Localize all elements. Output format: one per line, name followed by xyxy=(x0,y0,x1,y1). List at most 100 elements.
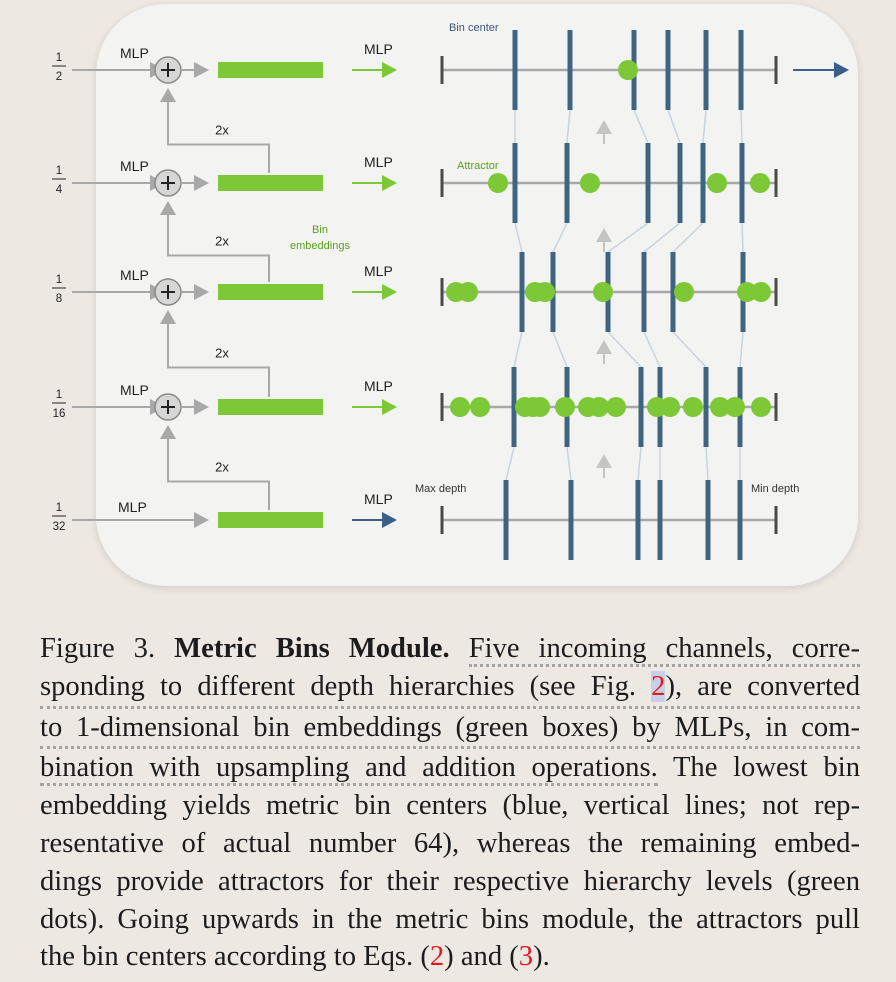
bin-shift-connector xyxy=(702,109,707,144)
caption-text-1: Five incoming channels, corre- xyxy=(468,633,861,667)
caption-text-9c: ). xyxy=(533,941,550,973)
sum-arrowhead xyxy=(194,284,209,300)
attractor-dot xyxy=(710,397,730,417)
bin-shift-connector xyxy=(637,446,642,481)
bin-embedding-box xyxy=(218,62,323,78)
mlp-arrowhead xyxy=(382,62,397,78)
caption-text-6: resentative of actual number 64), wherea… xyxy=(40,827,860,859)
upsample-arrowhead xyxy=(160,310,176,324)
upsample-connector xyxy=(167,322,270,397)
bin-shift-connector xyxy=(741,222,744,253)
attractor-dot xyxy=(488,173,508,193)
bin-shift-connector xyxy=(672,222,704,253)
bin-embeddings-label: embeddings xyxy=(290,240,350,252)
bin-shift-connector xyxy=(505,446,515,481)
mlp-label-left: MLP xyxy=(120,45,149,61)
caption-line-7: dings provide attractors for their respe… xyxy=(40,863,860,901)
bin-embedding-box xyxy=(218,512,323,528)
mlp-arrowhead xyxy=(382,175,397,191)
attractor-dot xyxy=(750,173,770,193)
bin-shift-connector xyxy=(566,109,571,144)
upsample-connector xyxy=(167,100,270,173)
max-depth-label: Max depth xyxy=(415,483,466,495)
mlp-arrowhead xyxy=(382,399,397,415)
attractor-dot xyxy=(450,397,470,417)
caption-text-7: dings provide attractors for their respe… xyxy=(40,865,860,897)
caption-title: Metric Bins Module. xyxy=(174,633,450,664)
attractor-dot xyxy=(707,173,727,193)
caption-text-2a: sponding to different depth hierarchies … xyxy=(40,670,637,702)
mlp-label-left: MLP xyxy=(120,382,149,398)
bin-shift-connector xyxy=(643,222,681,253)
mlp-label-right: MLP xyxy=(364,491,393,507)
sum-arrowhead xyxy=(194,62,209,78)
fraction-denominator: 4 xyxy=(56,184,63,196)
fraction-denominator: 16 xyxy=(53,408,66,420)
figure-caption: Figure 3. Metric Bins Module. Five incom… xyxy=(40,630,861,976)
fraction-numerator: 1 xyxy=(56,389,62,401)
caption-line-3: to 1-dimensional bin embeddings (green b… xyxy=(40,709,860,750)
mlp-label-left: MLP xyxy=(120,158,149,174)
attractor-dot xyxy=(580,173,600,193)
sum-arrowhead xyxy=(194,399,209,415)
mlp-label-right: MLP xyxy=(364,263,393,279)
caption-line-8: dots). Going upwards in the metric bins … xyxy=(40,901,860,939)
bin-shift-connector xyxy=(643,331,661,368)
bin-shift-connector xyxy=(513,331,523,368)
metric-bins-diagram: 1 2 MLP MLP 2x 1 4 MLP MLP 2x 1 8 MLP MLP 2x 1 16 MLP MLP 2… xyxy=(52,22,849,560)
caption-text-9a: the bin centers according to Eqs. ( xyxy=(40,941,430,973)
fraction-denominator: 8 xyxy=(56,293,62,305)
attractor-dot xyxy=(674,282,694,302)
mlp-label-right: MLP xyxy=(364,378,393,394)
upsample-connector xyxy=(167,213,270,282)
attractor-label: Attractor xyxy=(457,160,499,172)
mlp-label-right: MLP xyxy=(364,154,393,170)
bin-embedding-box xyxy=(218,399,323,415)
caption-line-2: sponding to different depth hierarchies … xyxy=(40,668,860,709)
upsample-label: 2x xyxy=(215,234,229,249)
upsample-label: 2x xyxy=(215,460,229,475)
caption-line-6: resentative of actual number 64), wherea… xyxy=(40,825,860,863)
bin-shift-connector xyxy=(566,446,572,481)
mlp-label-left: MLP xyxy=(120,267,149,283)
bin-shift-connector xyxy=(667,109,681,144)
bin-shift-connector xyxy=(552,331,568,368)
caption-label: Figure 3. xyxy=(40,633,156,664)
fraction-numerator: 1 xyxy=(56,502,62,514)
upsample-arrowhead xyxy=(160,88,176,102)
attractor-dot xyxy=(660,397,680,417)
upsample-connector xyxy=(167,437,270,510)
bin-shift-connector xyxy=(607,331,642,368)
attractor-dot xyxy=(606,397,626,417)
upsample-arrowhead xyxy=(160,201,176,215)
figure-2-link[interactable]: 2 xyxy=(651,670,666,702)
bin-shift-connector xyxy=(739,331,744,368)
upward-arrowhead xyxy=(596,454,612,468)
input-arrowhead xyxy=(194,512,209,528)
attractor-dot xyxy=(683,397,703,417)
upward-arrowhead xyxy=(596,120,612,134)
bin-center-label: Bin center xyxy=(449,22,499,34)
caption-line-1: Figure 3. Metric Bins Module. Five incom… xyxy=(40,630,861,668)
fraction-numerator: 1 xyxy=(56,165,62,177)
bin-shift-connector xyxy=(514,222,523,253)
caption-text-9b: ) and ( xyxy=(444,941,519,973)
equation-2-link[interactable]: 2 xyxy=(429,941,445,973)
caption-text-8: dots). Going upwards in the metric bins … xyxy=(40,903,860,935)
upsample-label: 2x xyxy=(215,123,229,138)
caption-line-4: bination with upsampling and addition op… xyxy=(40,749,860,787)
fraction-denominator: 32 xyxy=(53,521,66,533)
attractor-dot xyxy=(593,282,613,302)
fraction-denominator: 2 xyxy=(56,71,62,83)
attractor-dot xyxy=(751,397,771,417)
equation-3-link[interactable]: 3 xyxy=(518,941,534,973)
bin-embedding-box xyxy=(218,284,323,300)
attractor-dot xyxy=(458,282,478,302)
attractor-dot xyxy=(725,397,745,417)
bin-shift-connector xyxy=(672,331,707,368)
upward-arrowhead xyxy=(596,340,612,354)
min-depth-label: Min depth xyxy=(751,483,799,495)
sum-arrowhead xyxy=(194,175,209,191)
mlp-arrowhead xyxy=(382,284,397,300)
attractor-dot xyxy=(470,397,490,417)
